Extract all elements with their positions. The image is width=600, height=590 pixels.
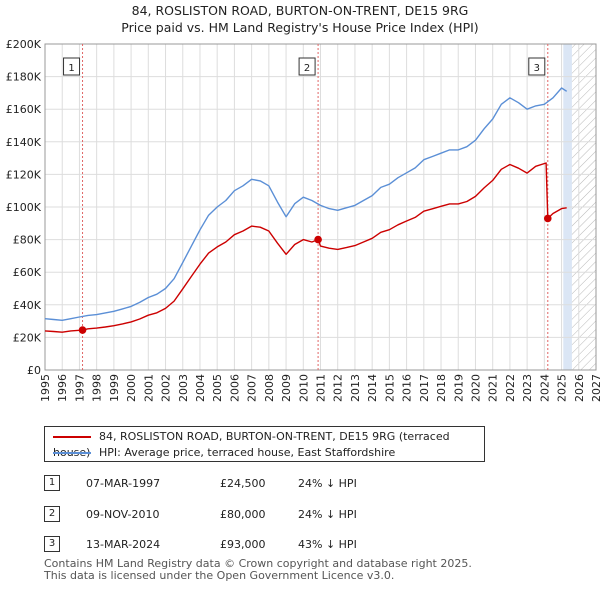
- hpi-line-swatch: [53, 452, 91, 454]
- sale-date: 09-NOV-2010: [86, 508, 160, 521]
- x-tick-label: 2014: [366, 374, 379, 402]
- x-tick-label: 2023: [521, 374, 534, 402]
- sale-point[interactable]: [314, 235, 322, 244]
- footer-licence: This data is licensed under the Open Gov…: [44, 569, 395, 582]
- x-tick-label: 2011: [315, 374, 328, 402]
- x-tick-label: 2012: [332, 374, 345, 402]
- chart-title: 84, ROSLISTON ROAD, BURTON-ON-TRENT, DE1…: [0, 2, 600, 36]
- x-tick-label: 2004: [194, 374, 207, 402]
- sale-date: 13-MAR-2024: [86, 538, 161, 551]
- x-tick-label: 1999: [108, 374, 121, 402]
- x-tick-label: 2000: [125, 374, 138, 402]
- x-tick-label: 2017: [418, 374, 431, 402]
- sale-price: £93,000: [220, 538, 266, 551]
- x-tick-label: 2005: [211, 374, 224, 402]
- legend: 84, ROSLISTON ROAD, BURTON-ON-TRENT, DE1…: [44, 426, 485, 462]
- x-tick-label: 2009: [280, 374, 293, 402]
- price-chart: 1 2 3 £0 £20K £40K £60K £80K £100K £120K £140K £16…: [6, 38, 600, 402]
- y-tick-label: £0: [27, 364, 41, 377]
- legend-item-property: 84, ROSLISTON ROAD, BURTON-ON-TRENT, DE1…: [53, 429, 484, 459]
- x-tick-label: 2003: [177, 374, 190, 402]
- legend-hpi-label: HPI: Average price, terraced house, East…: [99, 446, 396, 459]
- x-tick-label: 2018: [435, 374, 448, 402]
- sale-number-box: [298, 57, 316, 76]
- x-tick-label: 2001: [142, 374, 155, 402]
- sale-price: £24,500: [220, 477, 266, 490]
- x-tick-label: 2025: [556, 374, 569, 402]
- y-tick-label: £60K: [13, 266, 42, 279]
- sale-row-3: 3 13-MAR-2024 £93,000 43% ↓ HPI: [44, 536, 464, 553]
- y-tick-label: £140K: [6, 136, 42, 149]
- sale-row-1: 1 07-MAR-1997 £24,500 24% ↓ HPI: [44, 475, 464, 492]
- y-tick-label: £80K: [13, 234, 42, 247]
- y-tick-label: £100K: [6, 201, 42, 214]
- sale-price: £80,000: [220, 508, 266, 521]
- x-tick-label: 1998: [91, 374, 104, 402]
- y-tick-label: £120K: [6, 168, 42, 181]
- x-tick-label: 2021: [487, 374, 500, 402]
- x-tick-label: 2026: [573, 374, 586, 402]
- x-tick-label: 2015: [383, 374, 396, 402]
- x-tick-label: 2008: [263, 374, 276, 402]
- x-tick-label: 2022: [504, 374, 517, 402]
- sale-number-label: 1: [68, 63, 74, 74]
- sale-number-badge: 1: [44, 475, 60, 491]
- title-line-2: Price paid vs. HM Land Registry's House …: [121, 20, 479, 35]
- y-tick-label: £180K: [6, 71, 42, 84]
- sale-number-label: 3: [534, 63, 540, 74]
- sale-number-badge: 3: [44, 536, 60, 552]
- x-tick-label: 2013: [349, 374, 362, 402]
- sale-number-label: 2: [304, 63, 310, 74]
- x-tick-label: 1996: [56, 374, 69, 402]
- footer: Contains HM Land Registry data © Crown c…: [44, 558, 472, 582]
- x-tick-label: 2006: [228, 374, 241, 402]
- sale-date: 07-MAR-1997: [86, 477, 161, 490]
- sale-hpi-diff: 24% ↓ HPI: [298, 477, 357, 490]
- x-tick-label: 2010: [297, 374, 310, 402]
- footer-copyright: Contains HM Land Registry data © Crown c…: [44, 557, 472, 570]
- x-tick-label: 1997: [73, 374, 86, 402]
- y-tick-label: £160K: [6, 103, 42, 116]
- sale-hpi-diff: 43% ↓ HPI: [298, 538, 357, 551]
- sale-hpi-diff: 24% ↓ HPI: [298, 508, 357, 521]
- x-tick-label: 2027: [590, 374, 600, 402]
- plot-border: [44, 43, 597, 371]
- x-tick-label: 2024: [538, 374, 551, 402]
- x-tick-label: 2016: [401, 374, 414, 402]
- hpi-line: [44, 87, 568, 321]
- x-tick-label: 2007: [246, 374, 259, 402]
- y-tick-label: £200K: [6, 38, 42, 51]
- title-line-1: 84, ROSLISTON ROAD, BURTON-ON-TRENT, DE1…: [131, 3, 469, 18]
- y-tick-label: £40K: [13, 299, 42, 312]
- y-tick-label: £20K: [13, 331, 42, 344]
- x-tick-label: 2020: [469, 374, 482, 402]
- property-line-swatch: [53, 436, 91, 438]
- sale-row-2: 2 09-NOV-2010 £80,000 24% ↓ HPI: [44, 506, 464, 523]
- x-tick-label: 2019: [452, 374, 465, 402]
- sale-point[interactable]: [78, 326, 87, 334]
- x-tick-label: 2002: [160, 374, 173, 402]
- sale-number-badge: 2: [44, 506, 60, 522]
- x-tick-label: 1995: [39, 374, 52, 402]
- sale-number-box: [528, 57, 546, 76]
- sale-number-box: [63, 57, 81, 76]
- legend-item-hpi: HPI: Average price, terraced house, East…: [53, 445, 395, 461]
- sale-point[interactable]: [543, 214, 552, 223]
